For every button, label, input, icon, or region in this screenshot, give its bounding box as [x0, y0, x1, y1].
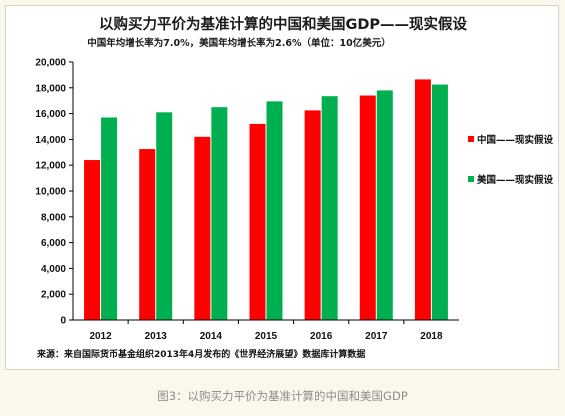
x-tick-label: 2017: [365, 331, 388, 342]
bar-us-2017: [376, 90, 393, 320]
x-tick-label: 2016: [310, 331, 333, 342]
bar-china-2015: [249, 123, 266, 320]
y-tick-label: 0: [60, 316, 66, 327]
legend-swatch-china: [468, 136, 474, 142]
legend-label-us: 美国——现实假设: [476, 174, 554, 186]
bar-us-2014: [211, 107, 228, 321]
chart-subtitle: 中国年均增长率为7.0%，美国年均增长率为2.6%（单位：10亿美元）: [87, 37, 390, 49]
y-tick-label: 10,000: [35, 187, 66, 198]
y-tick-label: 18,000: [35, 83, 66, 94]
figure-caption: 图3：以购买力平价为基准计算的中国和美国GDP: [157, 389, 408, 403]
x-tick-label: 2018: [420, 331, 443, 342]
x-axis-ticks: 2012 2013 2014 2015 2016 2017 2018: [89, 320, 443, 342]
bar-us-2015: [266, 101, 283, 320]
legend-swatch-us: [468, 176, 474, 182]
y-tick-label: 4,000: [41, 264, 66, 275]
bar-china-2016: [304, 110, 321, 320]
y-tick-label: 16,000: [35, 109, 66, 120]
chart-frame: 以购买力平价为基准计算的中国和美国GDP——现实假设 中国年均增长率为7.0%，…: [5, 5, 559, 370]
bar-china-2012: [84, 160, 101, 320]
y-tick-label: 6,000: [41, 238, 66, 249]
bars-group: [84, 79, 448, 321]
y-tick-label: 20,000: [35, 58, 66, 69]
x-tick-label: 2012: [89, 331, 112, 342]
y-tick-label: 2,000: [41, 290, 66, 301]
bar-us-2012: [101, 117, 118, 320]
bar-china-2018: [414, 79, 431, 320]
y-tick-label: 14,000: [35, 135, 66, 146]
gdp-bar-chart: 以购买力平价为基准计算的中国和美国GDP——现实假设 中国年均增长率为7.0%，…: [35, 15, 554, 360]
bar-china-2014: [194, 136, 211, 320]
x-tick-label: 2015: [255, 331, 278, 342]
legend-label-china: 中国——现实假设: [477, 134, 554, 146]
source-note: 来源：来自国际货币基金组织2013年4月发布的《世界经济展望》数据库计算数据: [36, 348, 365, 360]
chart-title: 以购买力平价为基准计算的中国和美国GDP——现实假设: [99, 15, 468, 33]
y-axis-ticks: 0 2,000 4,000 6,000 8,000 10,000 12,000 14,000 1…: [35, 58, 73, 327]
bar-us-2018: [431, 84, 448, 320]
x-tick-label: 2013: [145, 331, 168, 342]
bar-china-2017: [359, 95, 376, 320]
bar-us-2016: [321, 96, 338, 320]
bar-us-2013: [156, 112, 173, 320]
y-tick-label: 8,000: [41, 212, 66, 223]
bar-china-2013: [139, 149, 156, 320]
x-tick-label: 2014: [200, 331, 223, 342]
y-tick-label: 12,000: [35, 161, 66, 172]
